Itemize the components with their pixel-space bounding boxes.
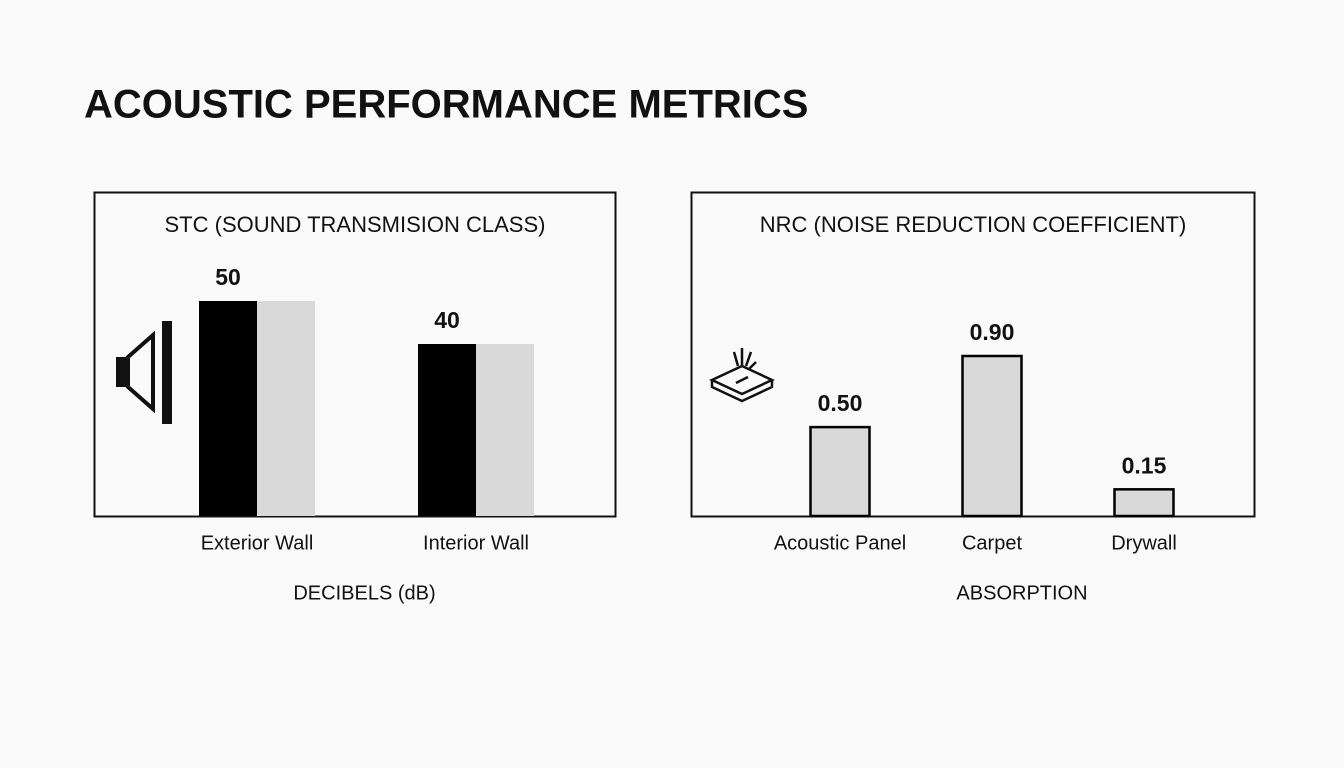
value-label: 50 — [215, 264, 241, 290]
x-tick-label: Drywall — [1111, 532, 1177, 554]
value-label: 40 — [434, 307, 460, 333]
x-tick-label: Carpet — [962, 532, 1022, 554]
value-label: 0.50 — [818, 390, 863, 416]
bar — [1113, 488, 1175, 518]
bar — [809, 425, 871, 518]
bar — [418, 344, 534, 516]
panel-title: NRC (NOISE REDUCTION COEFFICIENT) — [760, 212, 1187, 237]
page-title: ACOUSTIC PERFORMANCE METRICS — [84, 83, 808, 127]
panel-icon — [709, 348, 775, 403]
panel-title: STC (SOUND TRANSMISION CLASS) — [165, 212, 546, 237]
value-label: 0.15 — [1122, 452, 1167, 478]
value-label: 0.90 — [970, 319, 1015, 345]
bar — [961, 354, 1023, 518]
speaker-icon — [116, 321, 172, 424]
x-axis-label: ABSORPTION — [956, 582, 1087, 604]
panel-frame — [93, 191, 617, 518]
bar — [199, 301, 315, 516]
x-tick-label: Interior Wall — [423, 532, 529, 554]
x-axis-label: DECIBELS (dB) — [293, 582, 435, 604]
x-tick-label: Exterior Wall — [201, 532, 314, 554]
x-tick-label: Acoustic Panel — [774, 532, 906, 554]
